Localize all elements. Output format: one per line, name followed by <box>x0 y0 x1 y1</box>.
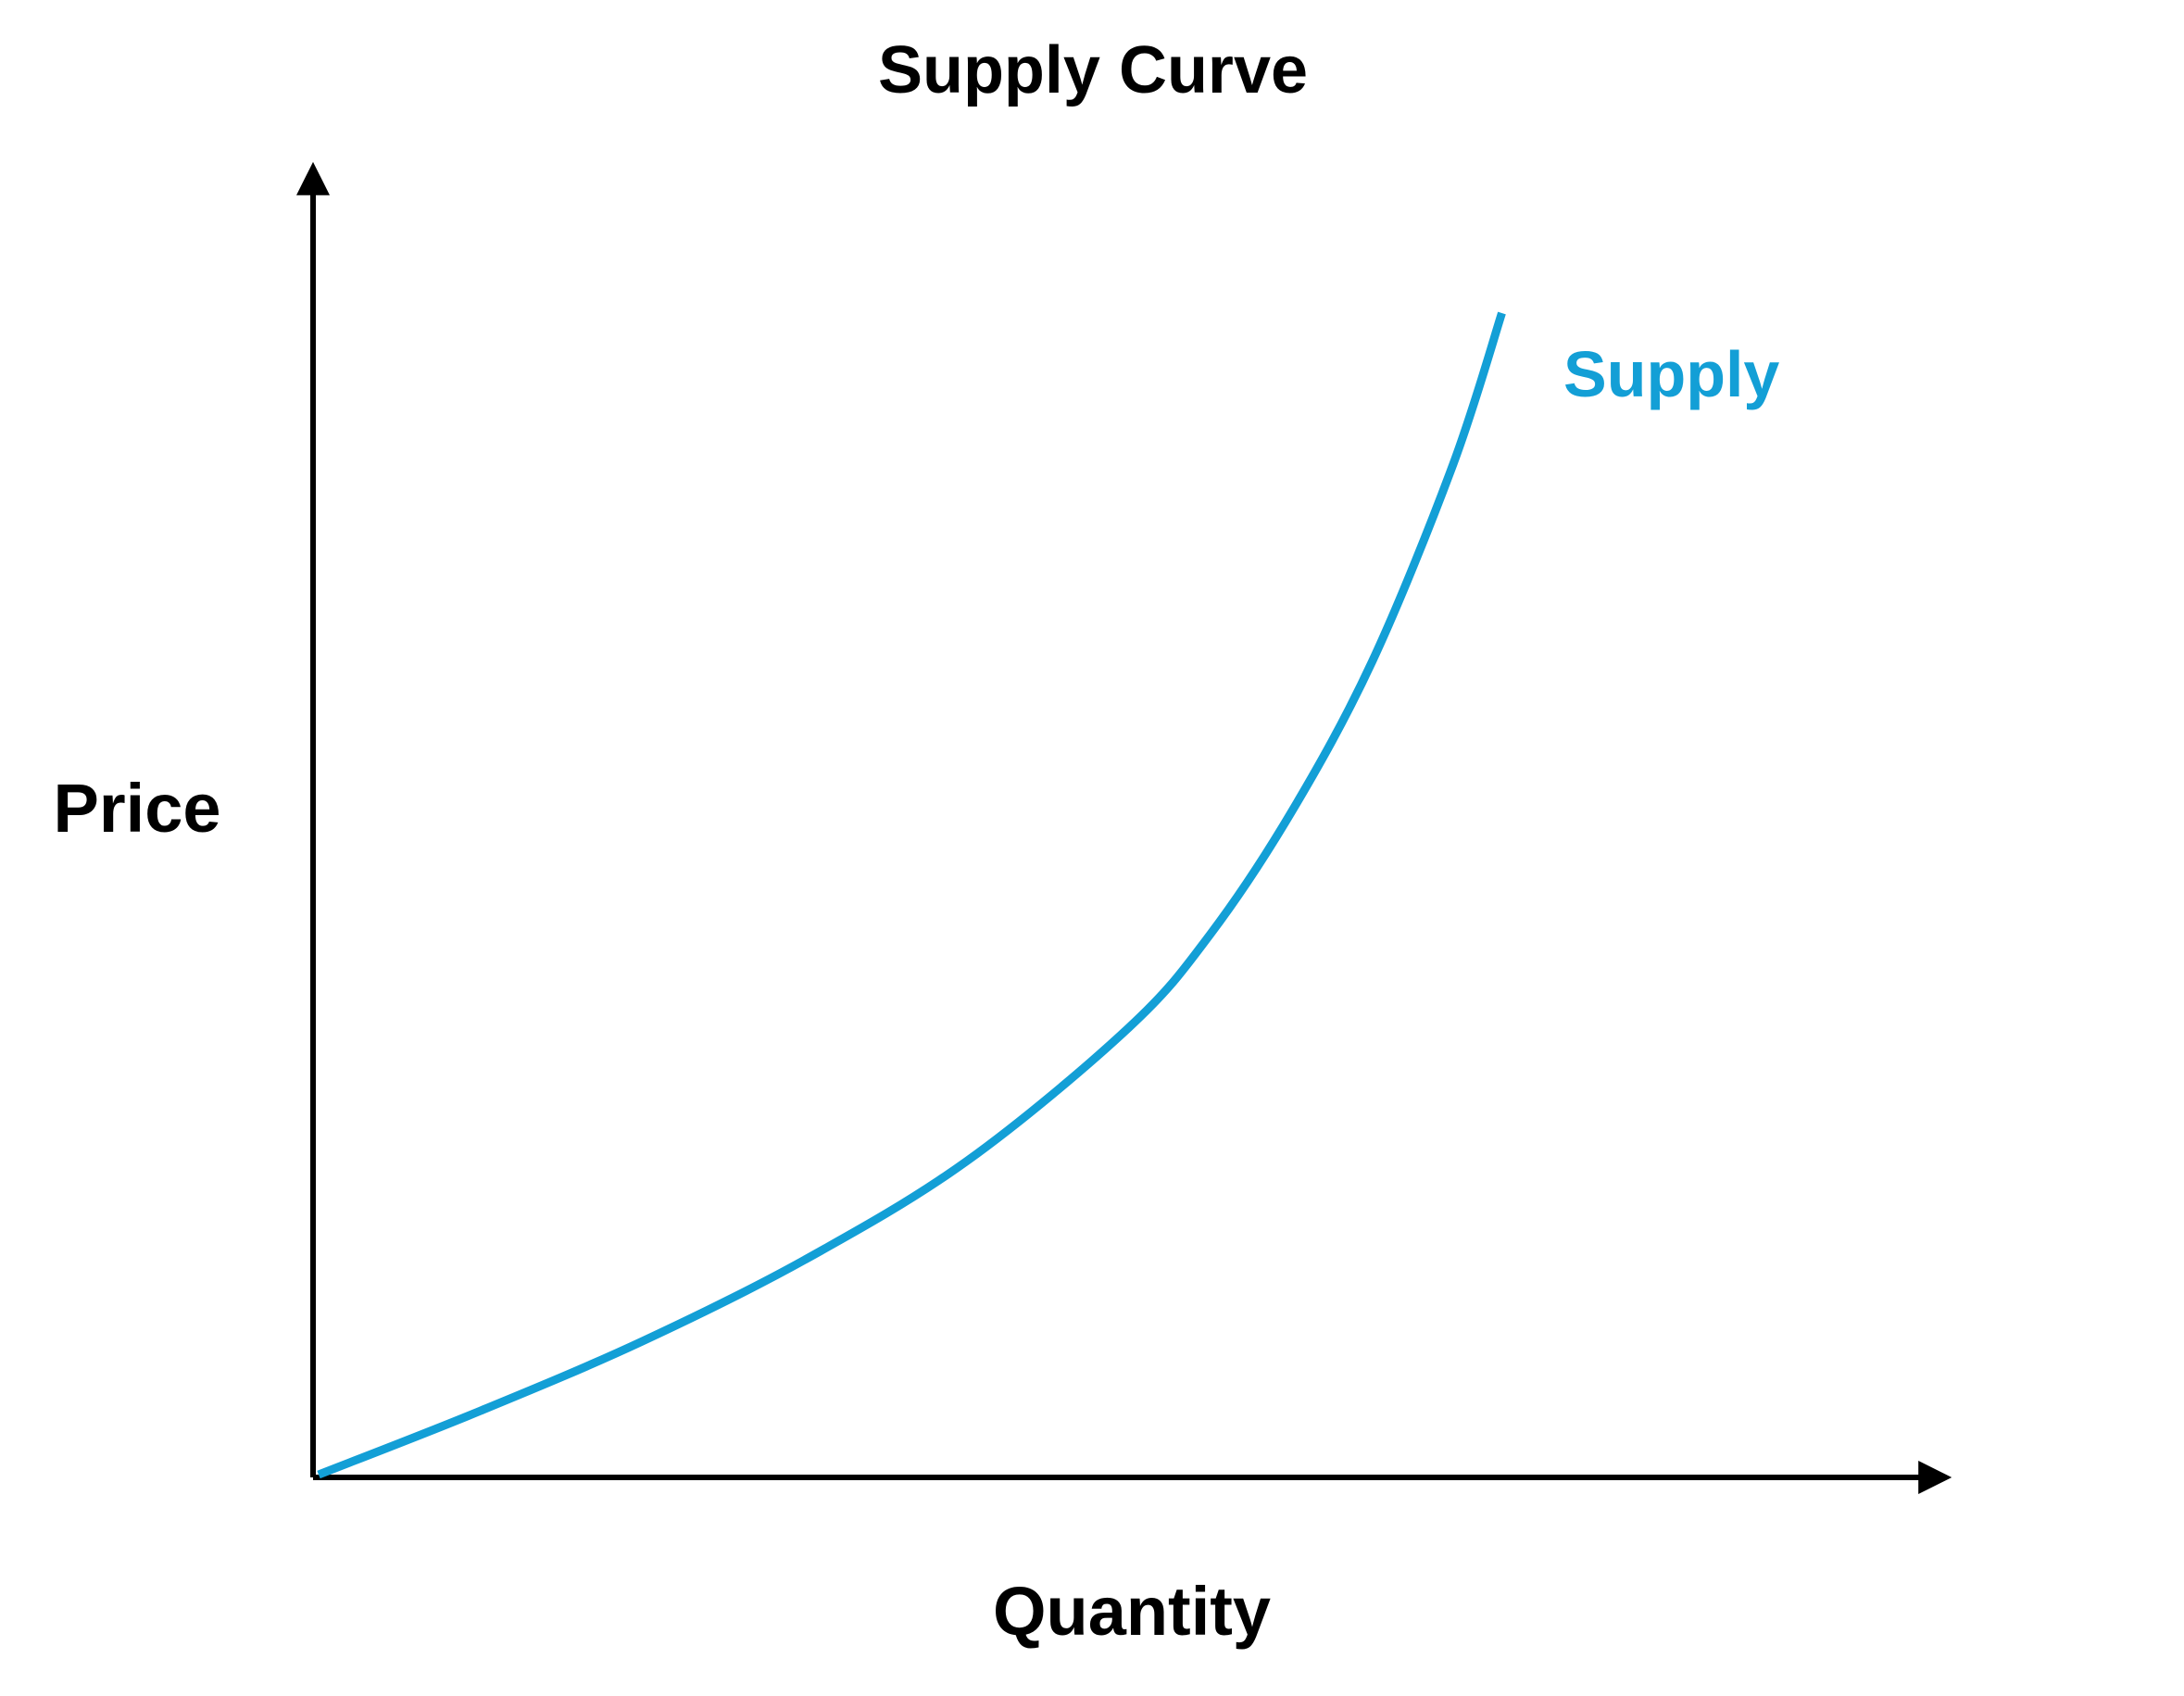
x-axis-label: Quantity <box>993 1573 1271 1650</box>
chart-title: Supply Curve <box>878 33 1308 107</box>
supply-series-label: Supply <box>1563 338 1779 410</box>
supply-series-line <box>317 311 1506 1479</box>
y-axis-label: Price <box>53 770 220 847</box>
